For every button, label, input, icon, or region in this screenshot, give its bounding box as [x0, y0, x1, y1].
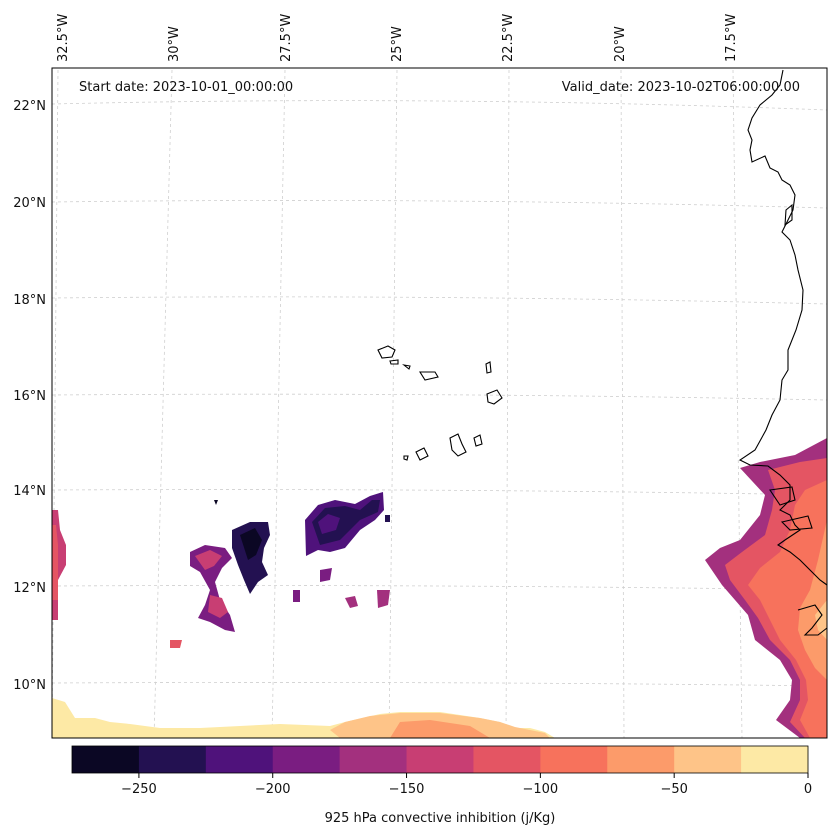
island-santo-antao	[377, 345, 396, 359]
cin-speck-2	[385, 515, 390, 522]
island-brava	[403, 455, 409, 461]
gridlines	[51, 69, 828, 739]
colorbar-tick-label: 0	[804, 782, 812, 797]
cin-region-b-core	[240, 528, 262, 560]
cin-speck-6	[377, 590, 390, 608]
colorbar: −250 −200 −150 −100 −50 0 925 hPa convective …	[71, 745, 812, 826]
lon-label: 17.5°W	[724, 14, 739, 62]
colorbar-tick-label: −100	[523, 782, 559, 797]
colorbar-swatch	[473, 746, 541, 773]
colorbar-swatch	[138, 746, 207, 773]
colorbar-swatch	[272, 746, 341, 773]
cin-speck-7	[170, 640, 182, 648]
map-plot-area	[52, 68, 827, 738]
lat-label: 14°N	[13, 484, 46, 499]
lat-label: 18°N	[13, 293, 46, 308]
valid-date-label: Valid_date: 2023-10-02T06:00:00.00	[562, 80, 800, 95]
island-sal	[485, 361, 492, 374]
colorbar-tick-label: −50	[660, 782, 687, 797]
map-frame	[51, 67, 828, 739]
lat-label: 10°N	[13, 678, 46, 693]
island-maio	[473, 434, 483, 447]
lat-label: 20°N	[13, 196, 46, 211]
colorbar-tick-label: −150	[389, 782, 425, 797]
colorbar-ticks: −250 −200 −150 −100 −50 0	[121, 773, 812, 797]
longitude-labels: 32.5°W 30°W 27.5°W 25°W 22.5°W 20°W 17.5…	[56, 14, 739, 62]
colorbar-swatch	[72, 746, 140, 773]
lon-label: 27.5°W	[279, 14, 294, 62]
start-date-label: Start date: 2023-10-01_00:00:00	[79, 80, 293, 95]
island-boa-vista	[486, 389, 503, 405]
colorbar-swatch	[607, 746, 675, 773]
colorbar-swatch	[741, 746, 809, 773]
lon-label: 30°W	[167, 26, 182, 62]
cin-region-c-inner	[312, 500, 380, 545]
island-fogo	[415, 447, 429, 461]
cin-region-c-core	[318, 514, 340, 534]
lat-label: 12°N	[13, 581, 46, 596]
cin-speck-5	[345, 596, 358, 608]
lat-label: 22°N	[13, 99, 46, 114]
colorbar-swatch	[540, 746, 608, 773]
cin-region-west-edge-inner	[52, 525, 58, 600]
cin-speck-3	[320, 568, 332, 582]
latitude-labels: 22°N 20°N 18°N 16°N 14°N 12°N 10°N	[13, 99, 46, 693]
cin-field	[52, 438, 827, 738]
colorbar-swatch	[674, 746, 742, 773]
colorbar-swatch	[339, 746, 408, 773]
colorbar-label: 925 hPa convective inhibition (j/Kg)	[325, 811, 556, 826]
colorbar-swatch	[205, 746, 274, 773]
lon-label: 25°W	[390, 26, 405, 62]
island-sao-vicente	[389, 359, 399, 365]
colorbar-swatch	[406, 746, 474, 773]
cin-region-a-inner	[195, 550, 222, 570]
island-santa-luzia	[402, 364, 411, 370]
colorbar-swatches	[72, 746, 809, 773]
lon-label: 22.5°W	[501, 14, 516, 62]
lon-label: 32.5°W	[56, 14, 71, 62]
colorbar-tick-label: −200	[255, 782, 291, 797]
cin-region-south-band-3	[390, 720, 490, 738]
colorbar-border	[71, 745, 809, 774]
island-santiago	[449, 433, 467, 457]
cin-speck-4	[293, 590, 300, 602]
lat-label: 16°N	[13, 389, 46, 404]
cin-region-east-core	[798, 520, 827, 680]
island-sao-nicolau	[419, 371, 439, 381]
cin-region-east-inner	[748, 480, 827, 738]
cin-speck	[214, 500, 218, 505]
coastlines	[377, 69, 828, 636]
cin-region-a-inner2	[208, 595, 228, 618]
lon-label: 20°W	[613, 26, 628, 62]
colorbar-tick-label: −250	[121, 782, 157, 797]
